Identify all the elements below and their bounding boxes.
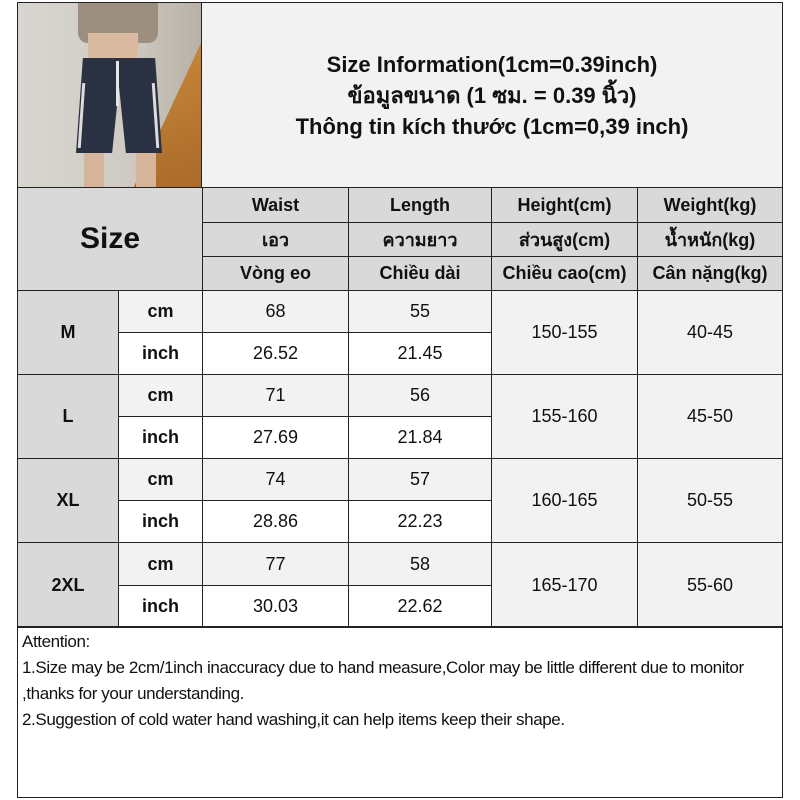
unit-inch: inch (118, 332, 203, 375)
attention-note-2: 2.Suggestion of cold water hand washing,… (22, 710, 565, 729)
unit-inch: inch (118, 416, 203, 459)
unit-cm: cm (118, 374, 203, 417)
weight-range: 50-55 (637, 458, 783, 543)
height-range: 160-165 (491, 458, 638, 543)
attention-note-1: 1.Size may be 2cm/1inch inaccuracy due t… (22, 658, 744, 703)
value-inch: 30.03 (202, 585, 349, 628)
value-cm: 56 (348, 374, 492, 417)
column-header: Length (348, 187, 492, 223)
height-range: 155-160 (491, 374, 638, 459)
value-cm: 71 (202, 374, 349, 417)
size-label: 2XL (17, 542, 119, 628)
unit-cm: cm (118, 542, 203, 586)
value-inch: 22.23 (348, 500, 492, 543)
weight-range: 40-45 (637, 290, 783, 375)
column-header: ส่วนสูง(cm) (491, 222, 638, 257)
value-cm: 68 (202, 290, 349, 333)
unit-inch: inch (118, 585, 203, 628)
unit-cm: cm (118, 290, 203, 333)
column-header: เอว (202, 222, 349, 257)
column-header: Height(cm) (491, 187, 638, 223)
weight-range: 55-60 (637, 542, 783, 628)
value-cm: 77 (202, 542, 349, 586)
title-thai: ข้อมูลขนาด (1 ซม. = 0.39 นิ้ว) (347, 82, 637, 108)
value-inch: 21.45 (348, 332, 492, 375)
product-photo (17, 2, 202, 188)
height-range: 165-170 (491, 542, 638, 628)
value-inch: 26.52 (202, 332, 349, 375)
size-header: Size (17, 187, 203, 291)
size-label: XL (17, 458, 119, 543)
column-header: Waist (202, 187, 349, 223)
height-range: 150-155 (491, 290, 638, 375)
column-header: ความยาว (348, 222, 492, 257)
unit-inch: inch (118, 500, 203, 543)
column-header: Weight(kg) (637, 187, 783, 223)
value-cm: 74 (202, 458, 349, 501)
title-vietnamese: Thông tin kích thước (1cm=0,39 inch) (295, 113, 689, 139)
column-header: Chiều cao(cm) (491, 256, 638, 291)
column-header: Cân nặng(kg) (637, 256, 783, 291)
value-inch: 28.86 (202, 500, 349, 543)
value-cm: 57 (348, 458, 492, 501)
column-header: Vòng eo (202, 256, 349, 291)
value-inch: 21.84 (348, 416, 492, 459)
value-inch: 22.62 (348, 585, 492, 628)
size-info-title: Size Information(1cm=0.39inch) ข้อมูลขนา… (201, 2, 783, 188)
unit-cm: cm (118, 458, 203, 501)
column-header: น้ำหนัก(kg) (637, 222, 783, 257)
weight-range: 45-50 (637, 374, 783, 459)
attention-notes: Attention: 1.Size may be 2cm/1inch inacc… (17, 626, 783, 798)
size-label: M (17, 290, 119, 375)
size-label: L (17, 374, 119, 459)
value-cm: 55 (348, 290, 492, 333)
column-header: Chiều dài (348, 256, 492, 291)
attention-title: Attention: (22, 632, 90, 651)
value-cm: 58 (348, 542, 492, 586)
value-inch: 27.69 (202, 416, 349, 459)
title-english: Size Information(1cm=0.39inch) (326, 51, 658, 77)
